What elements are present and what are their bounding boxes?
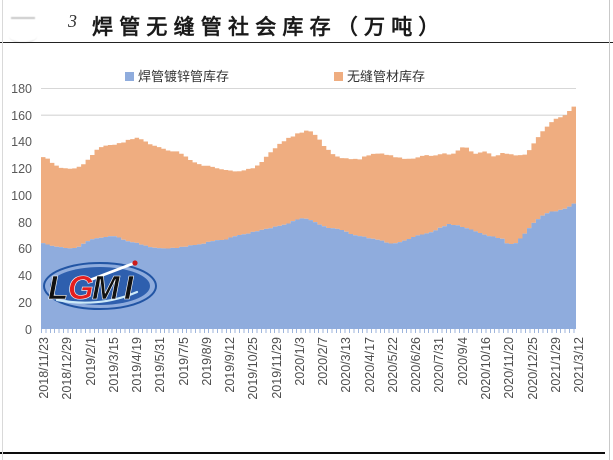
svg-text:I: I bbox=[124, 269, 134, 306]
svg-text:M: M bbox=[92, 269, 121, 306]
svg-text:L: L bbox=[48, 269, 68, 306]
svg-text:G: G bbox=[68, 269, 94, 306]
